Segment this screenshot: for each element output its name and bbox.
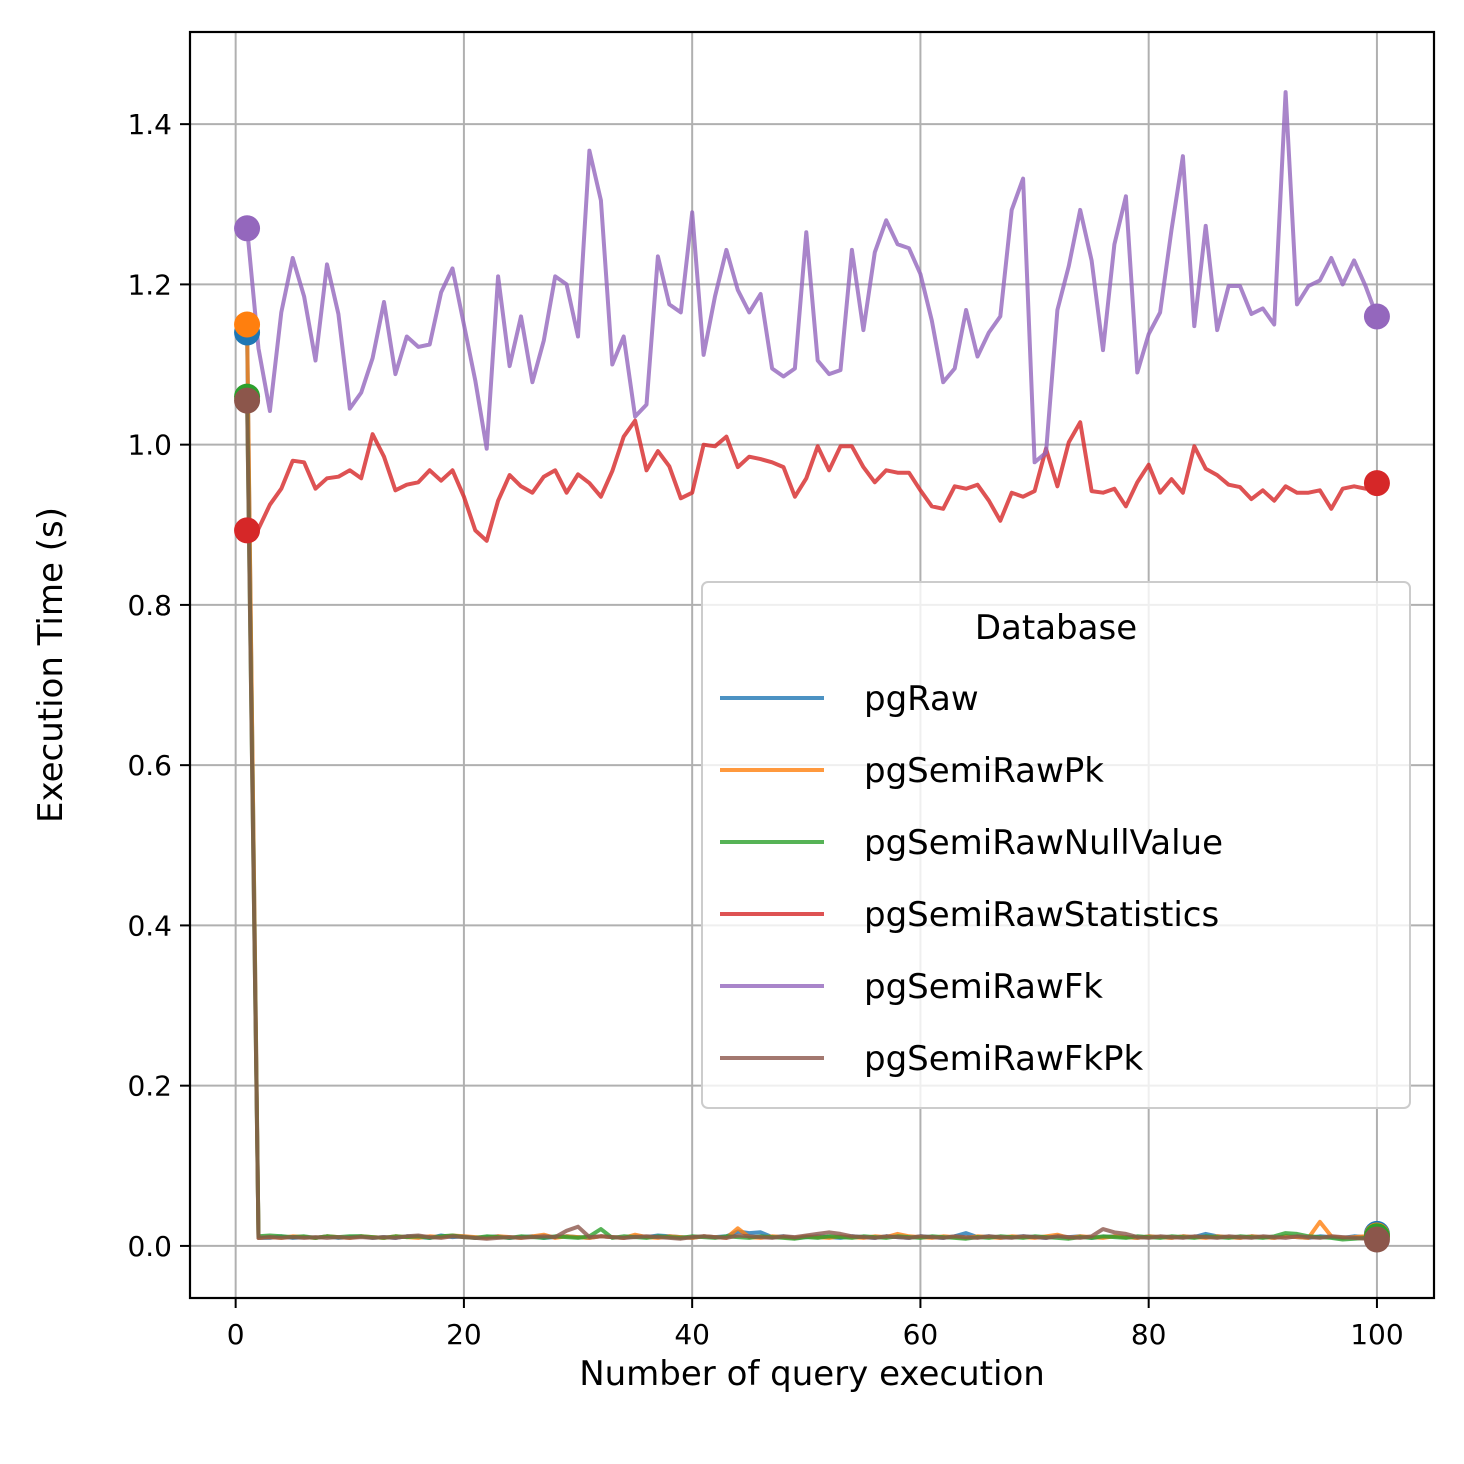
legend-label: pgSemiRawFk	[864, 967, 1103, 1007]
legend-label: pgSemiRawStatistics	[864, 895, 1219, 935]
y-tick-label: 0.4	[127, 909, 172, 942]
y-tick-label: 1.0	[127, 429, 172, 462]
legend-title: Database	[975, 608, 1137, 648]
series-line	[245, 400, 1378, 1242]
series-line	[245, 90, 1379, 465]
legend-label: pgSemiRawFkPk	[864, 1039, 1143, 1079]
legend-label: pgSemiRawPk	[864, 751, 1104, 791]
y-axis-ticks: 0.0 0.2 0.4 0.6 0.8 1.0 1.2 1.4	[127, 108, 190, 1263]
legend-label: pgRaw	[864, 679, 979, 719]
y-tick-label: 1.2	[127, 268, 172, 301]
x-tick-label: 40	[674, 1318, 710, 1351]
y-tick-label: 0.0	[127, 1230, 172, 1263]
y-tick-label: 0.8	[127, 589, 172, 622]
x-tick-label: 0	[227, 1318, 245, 1351]
x-tick-label: 20	[446, 1318, 482, 1351]
series-marker	[234, 517, 261, 544]
y-axis-title: Execution Time (s)	[31, 507, 71, 823]
y-tick-label: 0.2	[127, 1070, 172, 1103]
series-marker	[1363, 1226, 1390, 1253]
legend-items: pgRaw pgSemiRawPk pgSemiRawNullValue pgSemi…	[720, 679, 1223, 1079]
series-marker	[234, 311, 261, 338]
series-marker	[1363, 303, 1390, 330]
plot-frame	[188, 30, 1436, 1300]
x-axis-title: Number of query execution	[579, 1354, 1045, 1394]
legend-label: pgSemiRawNullValue	[864, 823, 1223, 863]
x-tick-label: 80	[1131, 1318, 1167, 1351]
series-markers	[234, 215, 1390, 1253]
y-tick-label: 0.6	[127, 749, 172, 782]
x-tick-label: 60	[903, 1318, 939, 1351]
series-marker	[1363, 470, 1390, 497]
legend-box	[701, 581, 1411, 1109]
x-tick-label: 100	[1350, 1318, 1403, 1351]
series-lines	[245, 90, 1379, 1242]
x-axis-ticks: 0 20 40 60 80 100	[227, 1298, 1404, 1351]
series-marker	[234, 387, 261, 414]
series-line	[246, 418, 1378, 543]
legend: Database pgRaw pgSemiRawPk pgSemiRawNullVa…	[701, 581, 1411, 1109]
y-tick-label: 1.4	[127, 108, 172, 141]
series-marker	[234, 215, 261, 242]
